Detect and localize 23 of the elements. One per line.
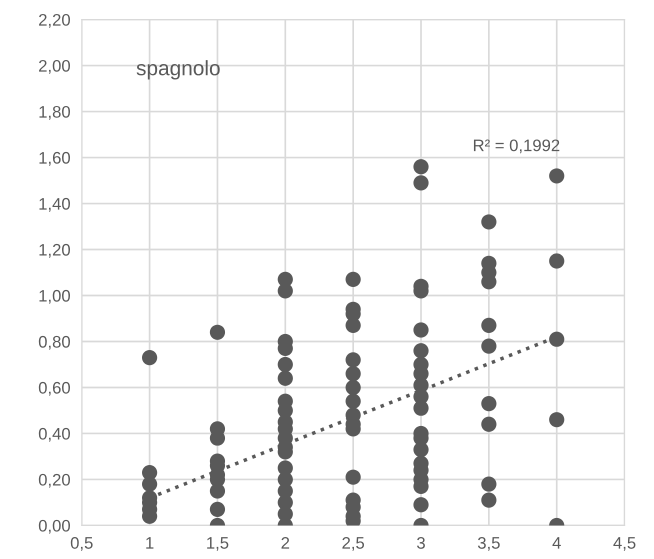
y-tick-label: 1,20 xyxy=(39,244,70,258)
y-tick-label: 1,60 xyxy=(39,152,70,166)
x-tick-label: 4,5 xyxy=(613,537,636,551)
x-tick-label: 4 xyxy=(552,537,561,549)
y-tick-label: 0,80 xyxy=(38,336,70,350)
y-tick-label: 0,20 xyxy=(38,474,70,488)
x-tick-label: 0,5 xyxy=(70,537,93,551)
y-tick-label: 0,60 xyxy=(38,382,70,396)
y-tick-label: 0,00 xyxy=(38,520,70,534)
y-tick-label: 1,40 xyxy=(39,198,70,212)
x-tick-label: 3,5 xyxy=(478,537,500,551)
x-tick-label: 2,5 xyxy=(342,537,364,551)
annotation: spagnolo xyxy=(136,60,220,80)
x-tick-label: 3 xyxy=(417,537,425,549)
x-tick-label: 1 xyxy=(146,537,154,549)
x-tick-label: 2 xyxy=(282,537,290,549)
y-tick-label: 2,00 xyxy=(39,60,70,74)
y-tick-label: 1,00 xyxy=(39,290,70,304)
annotation: R² = 0,1992 xyxy=(474,139,560,154)
y-tick-label: 1,80 xyxy=(39,106,70,120)
y-tick-label: 2,20 xyxy=(39,14,70,28)
y-tick-label: 0,40 xyxy=(38,428,70,442)
x-tick-label: 1,5 xyxy=(207,537,228,551)
